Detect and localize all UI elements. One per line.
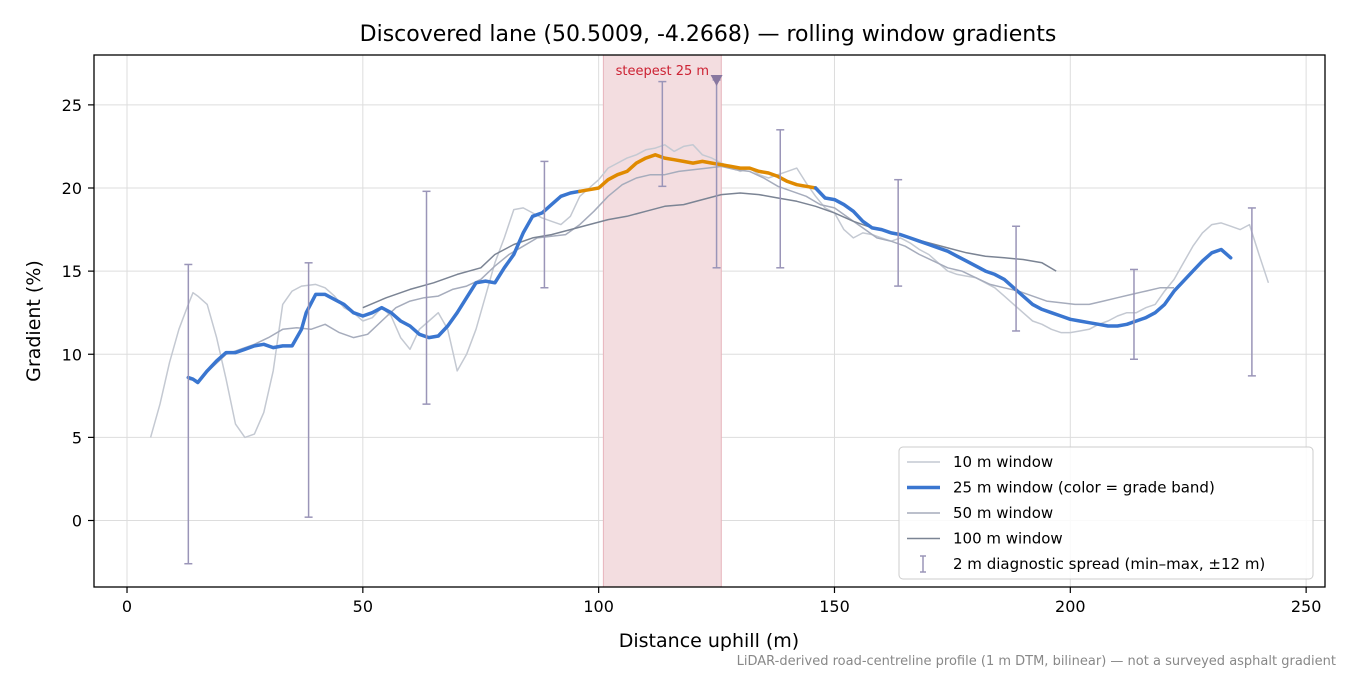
steepest-label: steepest 25 m: [616, 64, 709, 79]
legend-label: 25 m window (color = grade band): [953, 479, 1215, 497]
error-bar: [1012, 225, 1021, 332]
legend-label: 100 m window: [953, 530, 1063, 548]
plot-frame: [93, 54, 1326, 588]
error-bar: [776, 129, 785, 269]
legend-entry: 2 m diagnostic spread (min–max, ±12 m): [920, 555, 1265, 573]
error-bar: [184, 263, 193, 565]
error-bar: [1129, 268, 1138, 360]
error-bar: [540, 160, 549, 289]
y-tick-label: 10: [62, 345, 82, 364]
x-tick-label: 250: [1291, 597, 1322, 616]
footnote: LiDAR-derived road-centreline profile (1…: [737, 654, 1336, 669]
legend-entry: 50 m window: [907, 504, 1053, 522]
x-tick-label: 0: [122, 597, 132, 616]
legend-label: 50 m window: [953, 504, 1053, 522]
y-tick-label: 5: [72, 428, 82, 447]
x-tick-label: 200: [1055, 597, 1086, 616]
legend-entry: 25 m window (color = grade band): [907, 479, 1215, 497]
series-lines: [149, 144, 1270, 439]
x-tick-label: 150: [819, 597, 850, 616]
x-tick-label: 100: [583, 597, 614, 616]
y-tick-label: 15: [62, 262, 82, 281]
series-line-25-m-window: [813, 186, 1233, 328]
legend-label: 10 m window: [953, 453, 1053, 471]
y-tick-label: 25: [62, 96, 82, 115]
y-tick-label: 20: [62, 179, 82, 198]
error-bar: [1247, 207, 1256, 377]
error-bar: [422, 190, 431, 405]
steepest-marker: [710, 74, 723, 86]
legend-label: 2 m diagnostic spread (min–max, ±12 m): [953, 555, 1265, 573]
chart-title: Discovered lane (50.5009, -4.2668) — rol…: [360, 22, 1057, 47]
series-line-25-m-window: [578, 153, 818, 194]
steepest-annotation: steepest 25 m: [616, 64, 723, 86]
series-line-100-m-window: [362, 192, 1057, 309]
error-bar: [304, 262, 313, 518]
series-line-50-m-window: [188, 165, 1175, 382]
x-axis-label: Distance uphill (m): [619, 630, 799, 652]
y-tick-label: 0: [72, 512, 82, 531]
error-bar: [894, 178, 903, 287]
legend-entry: 100 m window: [907, 530, 1063, 548]
y-axis-label: Gradient (%): [23, 260, 45, 382]
legend: 10 m window 25 m window (color = grade ba…: [898, 446, 1314, 580]
series-line-25-m-window: [186, 189, 582, 385]
axis-ticks: 0 50 100 150 200 250 0 5 10 15 20 25: [62, 96, 1322, 616]
error-bar: [658, 80, 667, 188]
x-tick-label: 50: [353, 597, 373, 616]
series-line-10-m-window: [149, 144, 1270, 439]
legend-entry: 10 m window: [907, 453, 1053, 471]
legend-box: [898, 446, 1314, 580]
